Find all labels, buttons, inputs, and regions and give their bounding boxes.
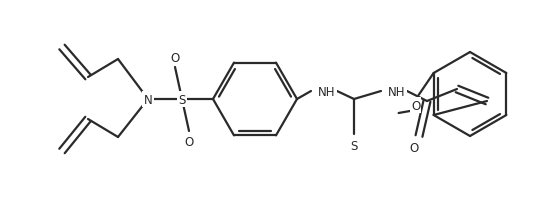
Text: S: S: [178, 93, 186, 106]
Text: O: O: [411, 99, 420, 112]
Text: NH: NH: [318, 85, 336, 98]
Text: N: N: [144, 93, 152, 106]
Text: NH: NH: [388, 85, 406, 98]
Text: O: O: [170, 51, 180, 64]
Text: S: S: [350, 140, 358, 153]
Text: O: O: [409, 142, 419, 155]
Text: O: O: [184, 135, 194, 148]
